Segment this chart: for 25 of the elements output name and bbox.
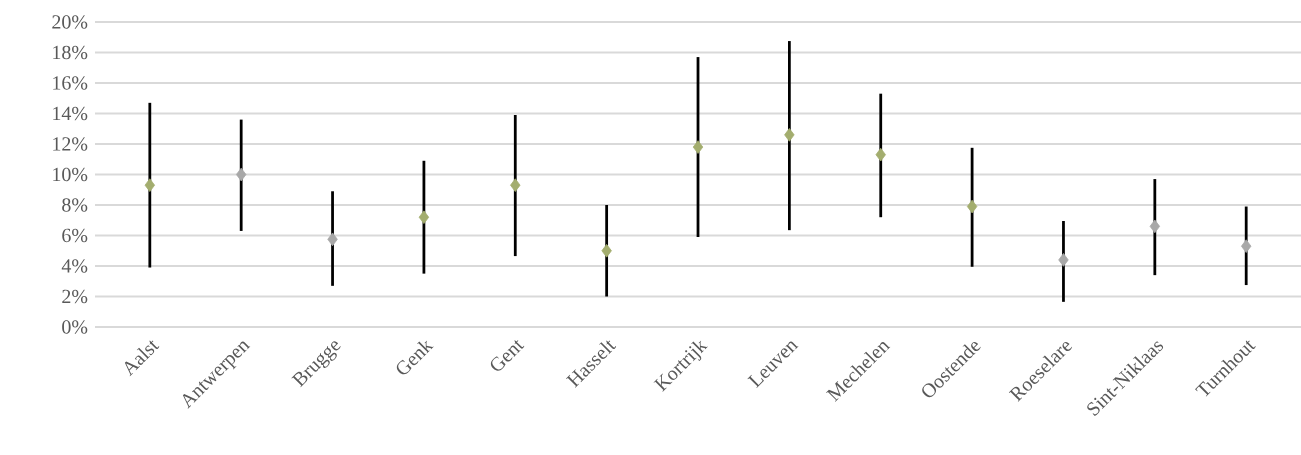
y-tick-label: 10%: [53, 167, 88, 182]
y-tick-label: 16%: [53, 76, 88, 90]
y-tick-label: 20%: [52, 15, 88, 29]
y-tick-label: 12%: [53, 137, 88, 151]
y-tick-label: 0%: [62, 320, 88, 334]
point: [144, 178, 155, 192]
point: [236, 167, 247, 182]
point: [692, 140, 704, 154]
point: [327, 232, 338, 247]
point: [418, 210, 430, 224]
point: [966, 199, 978, 214]
x-tick-label: Gent: [490, 340, 525, 371]
point: [1241, 239, 1252, 253]
point: [875, 147, 886, 162]
y-tick-label: 8%: [62, 198, 88, 212]
y-tick-label: 18%: [53, 45, 88, 60]
y-tick-label: 6%: [62, 228, 88, 243]
point: [784, 128, 795, 142]
point: [510, 178, 521, 192]
point: [1149, 219, 1161, 234]
y-tick-label: 2%: [62, 289, 88, 304]
point: [601, 243, 612, 258]
point: [1058, 253, 1069, 267]
y-tick-label: 4%: [61, 259, 88, 273]
y-tick-label: 14%: [53, 106, 88, 121]
